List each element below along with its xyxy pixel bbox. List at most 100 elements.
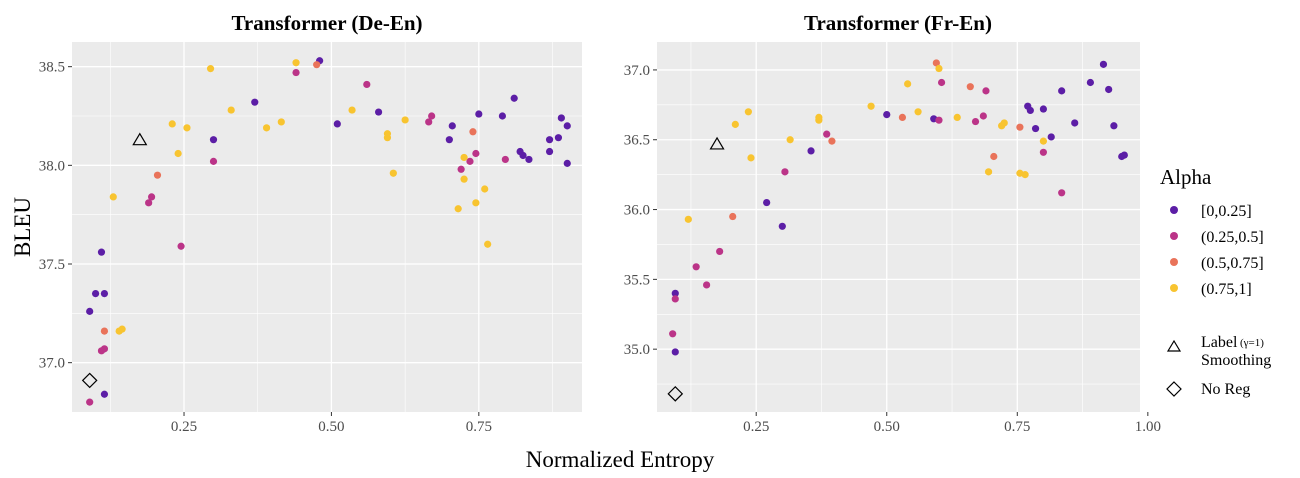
data-point	[174, 149, 182, 158]
data-point	[472, 149, 480, 158]
data-point	[460, 175, 468, 183]
data-point	[1120, 151, 1128, 159]
data-point	[937, 78, 946, 87]
data-point	[971, 117, 980, 126]
data-point	[475, 110, 483, 118]
y-tick-label: 38.5	[39, 60, 65, 76]
data-point	[1110, 122, 1118, 130]
no-reg-point	[81, 372, 98, 389]
data-point	[1047, 133, 1055, 141]
data-point	[563, 122, 571, 130]
y-tick-label: 35.0	[624, 342, 650, 358]
data-point	[990, 152, 998, 161]
data-point	[97, 248, 106, 256]
y-tick-label: 37.0	[39, 356, 65, 372]
y-tick-label: 37.0	[624, 63, 650, 79]
data-point	[501, 155, 509, 164]
legend-label-smoothing-note: (γ=1)	[1240, 337, 1264, 349]
data-point	[1105, 85, 1113, 94]
panel-title-de-en: Transformer (De-En)	[231, 11, 422, 35]
data-point	[86, 307, 94, 315]
data-point	[1039, 148, 1047, 156]
data-point	[703, 281, 711, 289]
data-point	[313, 61, 321, 69]
data-point	[1016, 123, 1024, 131]
data-point	[348, 106, 356, 114]
triangle-marker-icon	[1166, 339, 1182, 352]
data-point	[100, 327, 109, 335]
legend-label-smoothing-line1: Label	[1201, 334, 1238, 351]
data-point	[984, 168, 993, 176]
data-point	[454, 205, 462, 213]
data-point	[457, 165, 465, 173]
data-point	[466, 157, 474, 165]
legend-color-swatch	[1170, 232, 1178, 240]
y-tick-label: 36.0	[624, 203, 650, 219]
data-point	[1099, 60, 1108, 68]
data-point	[1039, 105, 1047, 113]
data-point	[1071, 119, 1079, 127]
y-tick-label: 38.0	[39, 158, 65, 174]
data-point	[979, 112, 987, 120]
data-point	[914, 108, 922, 116]
panel-background	[72, 42, 582, 412]
label-smoothing-point	[709, 136, 725, 150]
data-point	[481, 185, 489, 193]
data-point	[932, 59, 940, 67]
y-tick-labels: 37.0 37.5 38.0 38.5	[39, 60, 72, 372]
data-point	[716, 247, 724, 256]
data-point	[554, 134, 563, 142]
data-point	[1086, 78, 1094, 87]
x-tick-label: 0.50	[318, 419, 344, 435]
data-point	[1000, 119, 1008, 127]
data-point	[448, 122, 456, 130]
data-point	[669, 330, 677, 338]
x-tick-label: 0.25	[743, 419, 769, 435]
data-point	[747, 154, 755, 162]
y-axis-title: BLEU	[10, 197, 35, 257]
y-tick-label: 35.5	[624, 272, 650, 288]
y-tick-label: 37.5	[39, 257, 65, 273]
panel-background	[657, 42, 1140, 412]
data-point	[333, 120, 341, 128]
legend-entry-label: (0.5,0.75]	[1201, 255, 1264, 272]
legend-entry-label: (0.75,1]	[1201, 281, 1252, 298]
data-point	[262, 124, 271, 132]
data-point	[692, 263, 700, 271]
data-point	[904, 80, 912, 88]
data-point	[778, 222, 786, 230]
data-point	[671, 348, 679, 356]
data-point	[227, 106, 235, 114]
legend-label-smoothing-line2: Smoothing	[1201, 352, 1271, 369]
x-tick-labels: 0.25 0.50 0.75 1.00	[743, 412, 1161, 435]
panel-title-fr-en: Transformer (Fr-En)	[804, 11, 992, 35]
y-tick-label: 36.5	[624, 133, 650, 149]
data-point	[445, 136, 453, 144]
legend-color-swatch	[1170, 284, 1178, 292]
data-point	[118, 325, 126, 333]
data-point	[91, 290, 100, 298]
data-point	[428, 112, 436, 120]
data-point	[1031, 124, 1040, 133]
data-point	[807, 147, 815, 155]
data-point	[1021, 171, 1029, 179]
legend-color-swatch	[1170, 258, 1178, 266]
data-point	[1026, 106, 1034, 115]
data-point	[867, 102, 875, 110]
data-point	[557, 114, 565, 122]
x-tick-label: 0.50	[874, 419, 900, 435]
data-point	[898, 113, 907, 121]
special-points	[81, 132, 148, 389]
data-point	[209, 157, 218, 165]
data-point	[183, 124, 191, 132]
data-point	[206, 65, 215, 73]
x-tick-label: 0.75	[466, 419, 492, 435]
points	[669, 59, 1128, 356]
data-point	[510, 94, 518, 102]
panel-fr-en: 35.0 35.5 36.0 36.5 37.0 0.25 0.50 0.75 1.00 Tr…	[624, 11, 1161, 435]
data-point	[100, 290, 109, 298]
data-point	[460, 153, 468, 162]
data-point	[545, 136, 554, 144]
legend: Alpha [0,0.25] (0.25,0.5] (0.5,0.75] (0.75,…	[1160, 165, 1271, 398]
